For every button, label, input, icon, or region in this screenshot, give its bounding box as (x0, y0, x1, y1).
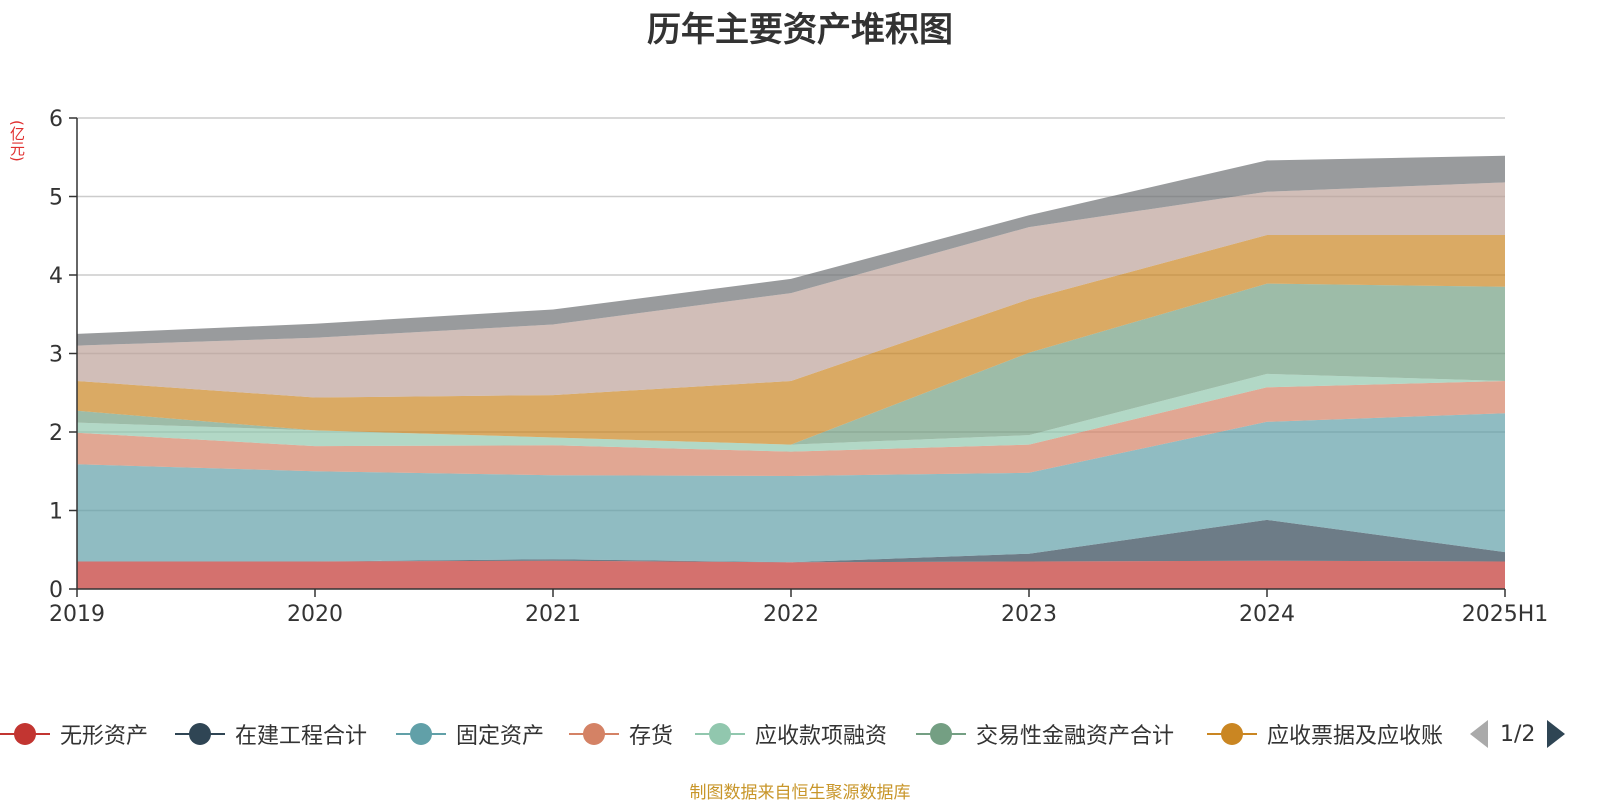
legend-item-notes-accounts-receivable[interactable]: 应收票据及应收账 (1207, 712, 1443, 756)
y-tick-label: 3 (49, 343, 63, 368)
legend-marker-icon (695, 722, 745, 746)
legend-label: 在建工程合计 (235, 724, 368, 749)
x-tick-label: 2024 (1239, 602, 1295, 627)
area-series-4 (77, 373, 1505, 452)
legend-marker-icon (0, 722, 50, 746)
y-tick-label: 6 (49, 107, 63, 132)
area-series (77, 155, 1505, 589)
area-series-2 (77, 413, 1505, 563)
legend: 无形资产 在建工程合计 固定资产 存货 应收款项融资 交易性金融资产合计 应收票… (0, 712, 1600, 756)
area-series-3 (77, 381, 1505, 476)
legend-label: 应收票据及应收账 (1267, 724, 1444, 749)
y-tick-label: 0 (49, 578, 63, 603)
legend-item-inventory[interactable]: 存货 (569, 712, 673, 756)
legend-marker-icon (175, 722, 225, 746)
data-source-note: 制图数据来自恒生聚源数据库 (689, 783, 911, 803)
legend-item-construction-in-progress[interactable]: 在建工程合计 (175, 712, 367, 756)
legend-pager: 1/2 (1470, 712, 1566, 756)
legend-marker-icon (569, 722, 619, 746)
legend-prev-page-icon[interactable] (1470, 720, 1488, 748)
area-series-8 (77, 155, 1505, 346)
legend-next-page-icon[interactable] (1547, 720, 1566, 748)
legend-item-receivables-financing[interactable]: 应收款项融资 (695, 712, 887, 756)
x-tick-label: 2022 (763, 602, 819, 627)
y-tick-label: 2 (49, 421, 63, 446)
y-axis-unit-label: (亿元) (8, 120, 26, 162)
legend-page-indicator: 1/2 (1500, 721, 1536, 747)
legend-item-fixed-assets[interactable]: 固定资产 (396, 712, 544, 756)
legend-label: 无形资产 (60, 724, 149, 749)
legend-label: 交易性金融资产合计 (976, 724, 1175, 749)
area-series-7 (77, 182, 1505, 398)
legend-item-intangible-assets[interactable]: 无形资产 (0, 712, 148, 756)
area-series-5 (77, 283, 1505, 445)
legend-marker-icon (916, 722, 966, 746)
y-tick-label: 1 (49, 500, 63, 525)
legend-marker-icon (1207, 722, 1257, 746)
axes (69, 117, 1506, 597)
chart-title: 历年主要资产堆积图 (647, 10, 953, 50)
x-tick-label: 2020 (287, 602, 343, 627)
legend-item-trading-financial-assets[interactable]: 交易性金融资产合计 (916, 712, 1174, 756)
legend-label: 固定资产 (456, 724, 545, 749)
area-series-0 (77, 560, 1505, 589)
stacked-area-chart: 0 1 2 3 4 5 6 2019 2020 2021 2022 2023 2024 2025H1 (49, 107, 1548, 627)
area-series-6 (77, 235, 1505, 445)
tick-labels: 0 1 2 3 4 5 6 2019 2020 2021 2022 2023 2024 2025H1 (49, 107, 1548, 627)
legend-marker-icon (396, 722, 446, 746)
x-tick-label: 2019 (49, 602, 105, 627)
x-tick-label: 2025H1 (1462, 602, 1549, 627)
x-tick-label: 2021 (525, 602, 581, 627)
y-tick-label: 4 (49, 264, 63, 289)
legend-label: 应收款项融资 (755, 724, 888, 749)
legend-label: 存货 (629, 724, 674, 749)
y-tick-label: 5 (49, 186, 63, 211)
x-tick-label: 2023 (1001, 602, 1057, 627)
area-series-1 (77, 519, 1505, 563)
